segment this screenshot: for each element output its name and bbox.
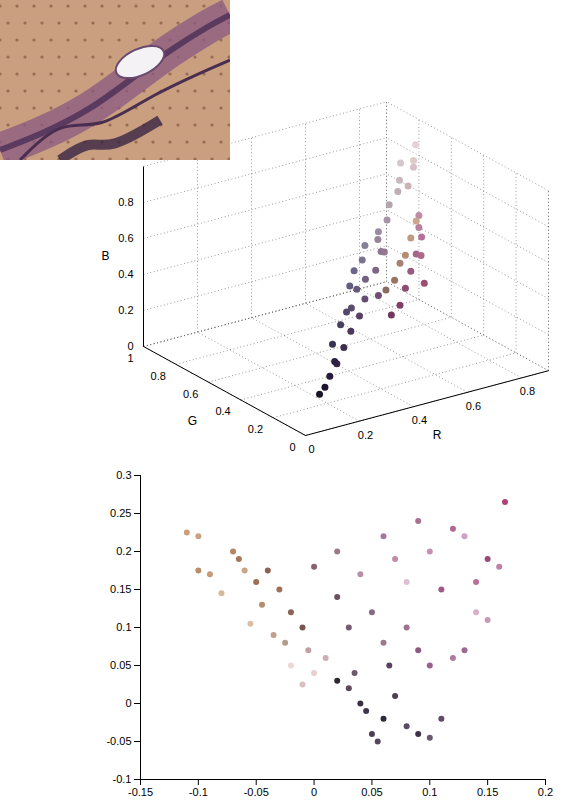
svg-text:0.6: 0.6 [466,400,481,412]
svg-text:0: 0 [127,340,133,352]
svg-text:1: 1 [127,352,133,364]
svg-text:0.6: 0.6 [118,232,133,244]
svg-text:0: 0 [125,697,131,709]
svg-text:0.4: 0.4 [215,405,230,417]
svg-text:0.2: 0.2 [116,545,131,557]
svg-text:G: G [188,414,197,428]
svg-text:0.1: 0.1 [422,786,437,798]
svg-text:0.25: 0.25 [110,507,131,519]
svg-text:0.8: 0.8 [151,370,166,382]
svg-text:0.2: 0.2 [538,786,553,798]
svg-text:B: B [101,249,109,263]
svg-text:0.1: 0.1 [116,621,131,633]
svg-text:0.2: 0.2 [358,429,373,441]
svg-text:0: 0 [289,441,295,453]
svg-text:0.8: 0.8 [118,196,133,208]
svg-text:0.2: 0.2 [248,423,263,435]
svg-text:R: R [433,428,442,442]
svg-text:0.2: 0.2 [118,304,133,316]
svg-text:0.4: 0.4 [412,414,427,426]
svg-text:0.05: 0.05 [110,659,131,671]
svg-text:-0.1: -0.1 [189,786,208,798]
svg-text:-0.1: -0.1 [113,773,132,785]
svg-text:0.4: 0.4 [118,268,133,280]
svg-text:-0.05: -0.05 [106,735,131,747]
svg-text:0.6: 0.6 [183,388,198,400]
svg-text:-0.05: -0.05 [244,786,269,798]
svg-text:0.05: 0.05 [361,786,382,798]
svg-text:0.15: 0.15 [477,786,498,798]
svg-text:0: 0 [308,443,314,455]
svg-text:0.8: 0.8 [520,385,535,397]
svg-text:0: 0 [311,786,317,798]
svg-text:0.3: 0.3 [116,469,131,481]
svg-text:-0.15: -0.15 [128,786,153,798]
svg-text:0.15: 0.15 [110,583,131,595]
